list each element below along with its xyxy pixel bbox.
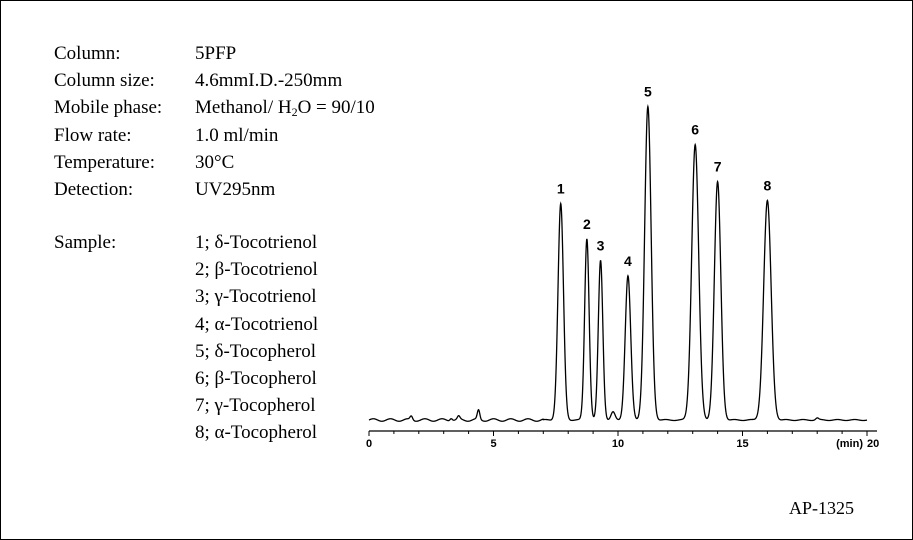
condition-value: Methanol/ H2O = 90/10: [195, 94, 375, 121]
mobile-phase-pre: Methanol/ H: [195, 97, 292, 119]
x-tick-label: 20: [867, 438, 879, 450]
condition-value: 30°C: [195, 151, 235, 173]
sample-item: 6; β-Tocopherol: [195, 367, 317, 389]
peak-label: 2: [583, 216, 591, 232]
condition-label: Flow rate:: [54, 124, 132, 146]
sample-item: 8; α-Tocopherol: [195, 422, 318, 444]
peak-label: 8: [764, 177, 772, 193]
sample-label: Sample:: [54, 232, 117, 253]
sample-item: 3; γ-Tocotrienol: [195, 286, 317, 308]
sample-item: 1; δ-Tocotrienol: [195, 232, 318, 253]
condition-value: UV295nm: [195, 178, 276, 200]
document-code: AP-1325: [789, 498, 855, 518]
condition-label: Column size:: [54, 70, 155, 92]
condition-label: Temperature:: [54, 151, 156, 173]
x-tick-label: 10: [612, 438, 624, 450]
chromatogram-trace: [368, 104, 868, 422]
condition-value: 5PFP: [195, 43, 237, 64]
sample-item: 4; α-Tocotrienol: [195, 313, 319, 335]
peak-label: 1: [557, 181, 565, 197]
sample-item: 2; β-Tocotrienol: [195, 259, 318, 281]
peak-label: 3: [597, 237, 605, 253]
condition-value: 1.0 ml/min: [195, 124, 279, 146]
x-axis: 0 5 10 15 20 (min): [366, 430, 879, 450]
peak-label: 5: [644, 84, 652, 100]
sample-item: 5; δ-Tocopherol: [195, 340, 317, 362]
peak-label: 7: [714, 159, 722, 175]
x-tick-label: 15: [736, 438, 748, 450]
x-unit-label: (min): [836, 438, 863, 450]
condition-value: 4.6mmI.D.-250mm: [195, 70, 343, 92]
peak-label: 4: [624, 253, 632, 269]
sample-items: 1; δ-Tocotrienol 2; β-Tocotrienol 3; γ-T…: [195, 229, 318, 447]
condition-label: Mobile phase:: [54, 97, 163, 119]
x-tick-label: 0: [366, 438, 372, 450]
x-tick-label: 5: [490, 438, 496, 450]
mobile-phase-post: O = 90/10: [297, 97, 375, 119]
mobile-phase-subscript: 2: [291, 105, 298, 120]
condition-label: Column:: [54, 43, 121, 64]
condition-label: Detection:: [54, 178, 134, 200]
sample-item: 7; γ-Tocopherol: [195, 395, 316, 417]
peak-label: 6: [691, 122, 699, 138]
